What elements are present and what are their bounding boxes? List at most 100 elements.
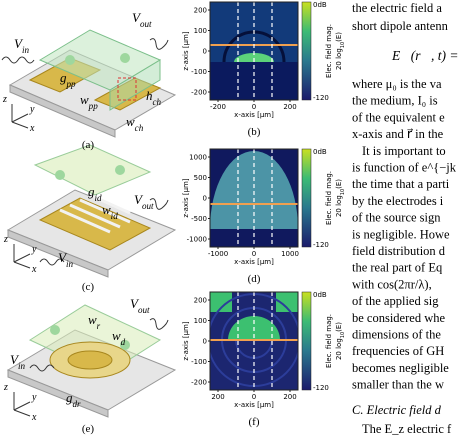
y-tick-label: 200 <box>194 297 207 305</box>
label-subscript: out <box>140 19 152 29</box>
label-subscript: ch <box>153 97 162 107</box>
y-tick-label: 0 <box>203 48 207 56</box>
label-base: w <box>112 328 121 343</box>
paragraph-line: x-axis and r⃗ in the <box>352 127 444 141</box>
x-axis-label: x-axis [µm] <box>234 111 274 119</box>
y-tick-label: -200 <box>191 89 207 97</box>
y-tick-label: 0 <box>203 195 207 203</box>
annotation-label: gid <box>88 184 102 203</box>
label-subscript: d <box>121 337 126 347</box>
paragraph-line: the electric field a <box>352 1 442 15</box>
label-subscript: pp <box>88 101 99 111</box>
axis-glyph-label: z <box>3 234 8 245</box>
formula-subscript: 10 <box>340 332 346 338</box>
field-map <box>210 292 298 390</box>
formula-base: 20 log <box>335 338 343 360</box>
y-axis-label: z-axis [µm] <box>182 321 190 360</box>
axis-glyph-label: y <box>31 392 37 403</box>
label-base: w <box>126 114 135 129</box>
label-subscript: in <box>18 361 26 371</box>
colorbar-tick-label: -120 <box>313 241 329 249</box>
annotation-label: wd <box>112 328 126 347</box>
label-subscript: out <box>138 305 150 315</box>
paragraph-line: is function of e^{−jk <box>352 161 457 175</box>
formula-tail: (E) <box>335 322 343 332</box>
axis-glyph-label: y <box>31 244 37 255</box>
field-region <box>210 292 232 312</box>
x-tick-label: 0 <box>252 250 256 258</box>
formula-base: 20 log <box>335 195 343 217</box>
annotation-label: Vin <box>10 352 25 371</box>
x-tick-label: 200 <box>211 393 224 401</box>
panel-label: (f) <box>249 416 260 428</box>
x-tick-label: -1000 <box>208 250 228 258</box>
label-base: V <box>58 250 68 265</box>
paragraph-line: be considered whe <box>352 311 445 325</box>
label-subscript: pp <box>66 79 77 89</box>
paragraph-line: becomes negligible <box>352 361 449 375</box>
y-tick-label: -1000 <box>187 236 207 244</box>
x-axis-label: x-axis [µm] <box>234 401 274 409</box>
axis-glyph-label: z <box>3 382 8 393</box>
x-tick-label: 0 <box>252 103 256 111</box>
label-base: h <box>146 88 153 103</box>
paragraph-line: of the source sign <box>352 211 441 225</box>
label-subscript: id <box>111 211 119 221</box>
x-tick-label: -200 <box>210 103 226 111</box>
label-base: w <box>102 202 111 217</box>
field-lobe <box>210 151 298 229</box>
panel-label: (c) <box>82 281 95 293</box>
device-illustration-e <box>6 304 177 418</box>
paragraph-line: of the equivalent e <box>352 110 445 124</box>
annotation-label: Vin <box>14 36 29 55</box>
paragraph-line: smaller than the w <box>352 378 444 392</box>
y-tick-label: 100 <box>194 317 207 325</box>
x-tick-label: 0 <box>252 393 256 401</box>
colorbar-tick-label: -120 <box>313 94 329 102</box>
label-subscript: in <box>22 45 30 55</box>
device-illustration-a <box>1 29 177 138</box>
axis-glyph-label: x <box>29 123 35 134</box>
colorbar <box>301 291 312 391</box>
section-heading: C. Electric field d <box>352 403 442 417</box>
colorbar <box>301 1 312 101</box>
paragraph-line: short dipole antenn <box>352 19 449 33</box>
colorbar-tick-label: -120 <box>313 384 329 392</box>
y-tick-label: -100 <box>191 68 207 76</box>
label-subscript: ch <box>135 123 144 133</box>
colorbar <box>301 148 312 248</box>
label-base: V <box>10 352 20 367</box>
paragraph-line: of the applied sig <box>352 294 439 308</box>
y-axis-label: z-axis [µm] <box>182 178 190 217</box>
label-base: V <box>130 296 140 311</box>
y-tick-label: -200 <box>191 379 207 387</box>
panel-label: (e) <box>82 423 95 435</box>
annotation-label: Vout <box>132 10 152 29</box>
panel-label: (d) <box>248 273 261 285</box>
annotation-label: gdr <box>66 390 81 409</box>
formula-subscript: 10 <box>340 42 346 48</box>
y-tick-label: -100 <box>191 358 207 366</box>
formula-tail: (E) <box>335 179 343 189</box>
label-base: V <box>14 36 24 51</box>
label-base: g <box>88 184 95 199</box>
axis-glyph-label: x <box>31 412 37 423</box>
label-subscript: id <box>95 193 103 203</box>
x-tick-label: 200 <box>283 103 296 111</box>
formula-tail: (E) <box>335 32 343 42</box>
x-axis-label: x-axis [µm] <box>234 258 274 266</box>
paragraph-line: It is important to <box>362 144 446 158</box>
paragraph-line: the real part of Eq <box>352 261 443 275</box>
paragraph-line: The E_z electric f <box>362 422 452 436</box>
x-tick-label: 1000 <box>281 250 299 258</box>
paragraph-line: where μ₀ is the va <box>352 77 442 91</box>
field-region <box>276 292 298 312</box>
field-map <box>210 2 298 100</box>
annotation-label: gpp <box>60 70 76 89</box>
formula-subscript: 10 <box>340 189 346 195</box>
paragraph-line: the medium, I₀ is <box>352 94 438 108</box>
paragraph-line: field distribution d <box>352 244 446 258</box>
label-subscript: dr <box>73 399 82 409</box>
axis-glyph-label: z <box>2 94 7 105</box>
